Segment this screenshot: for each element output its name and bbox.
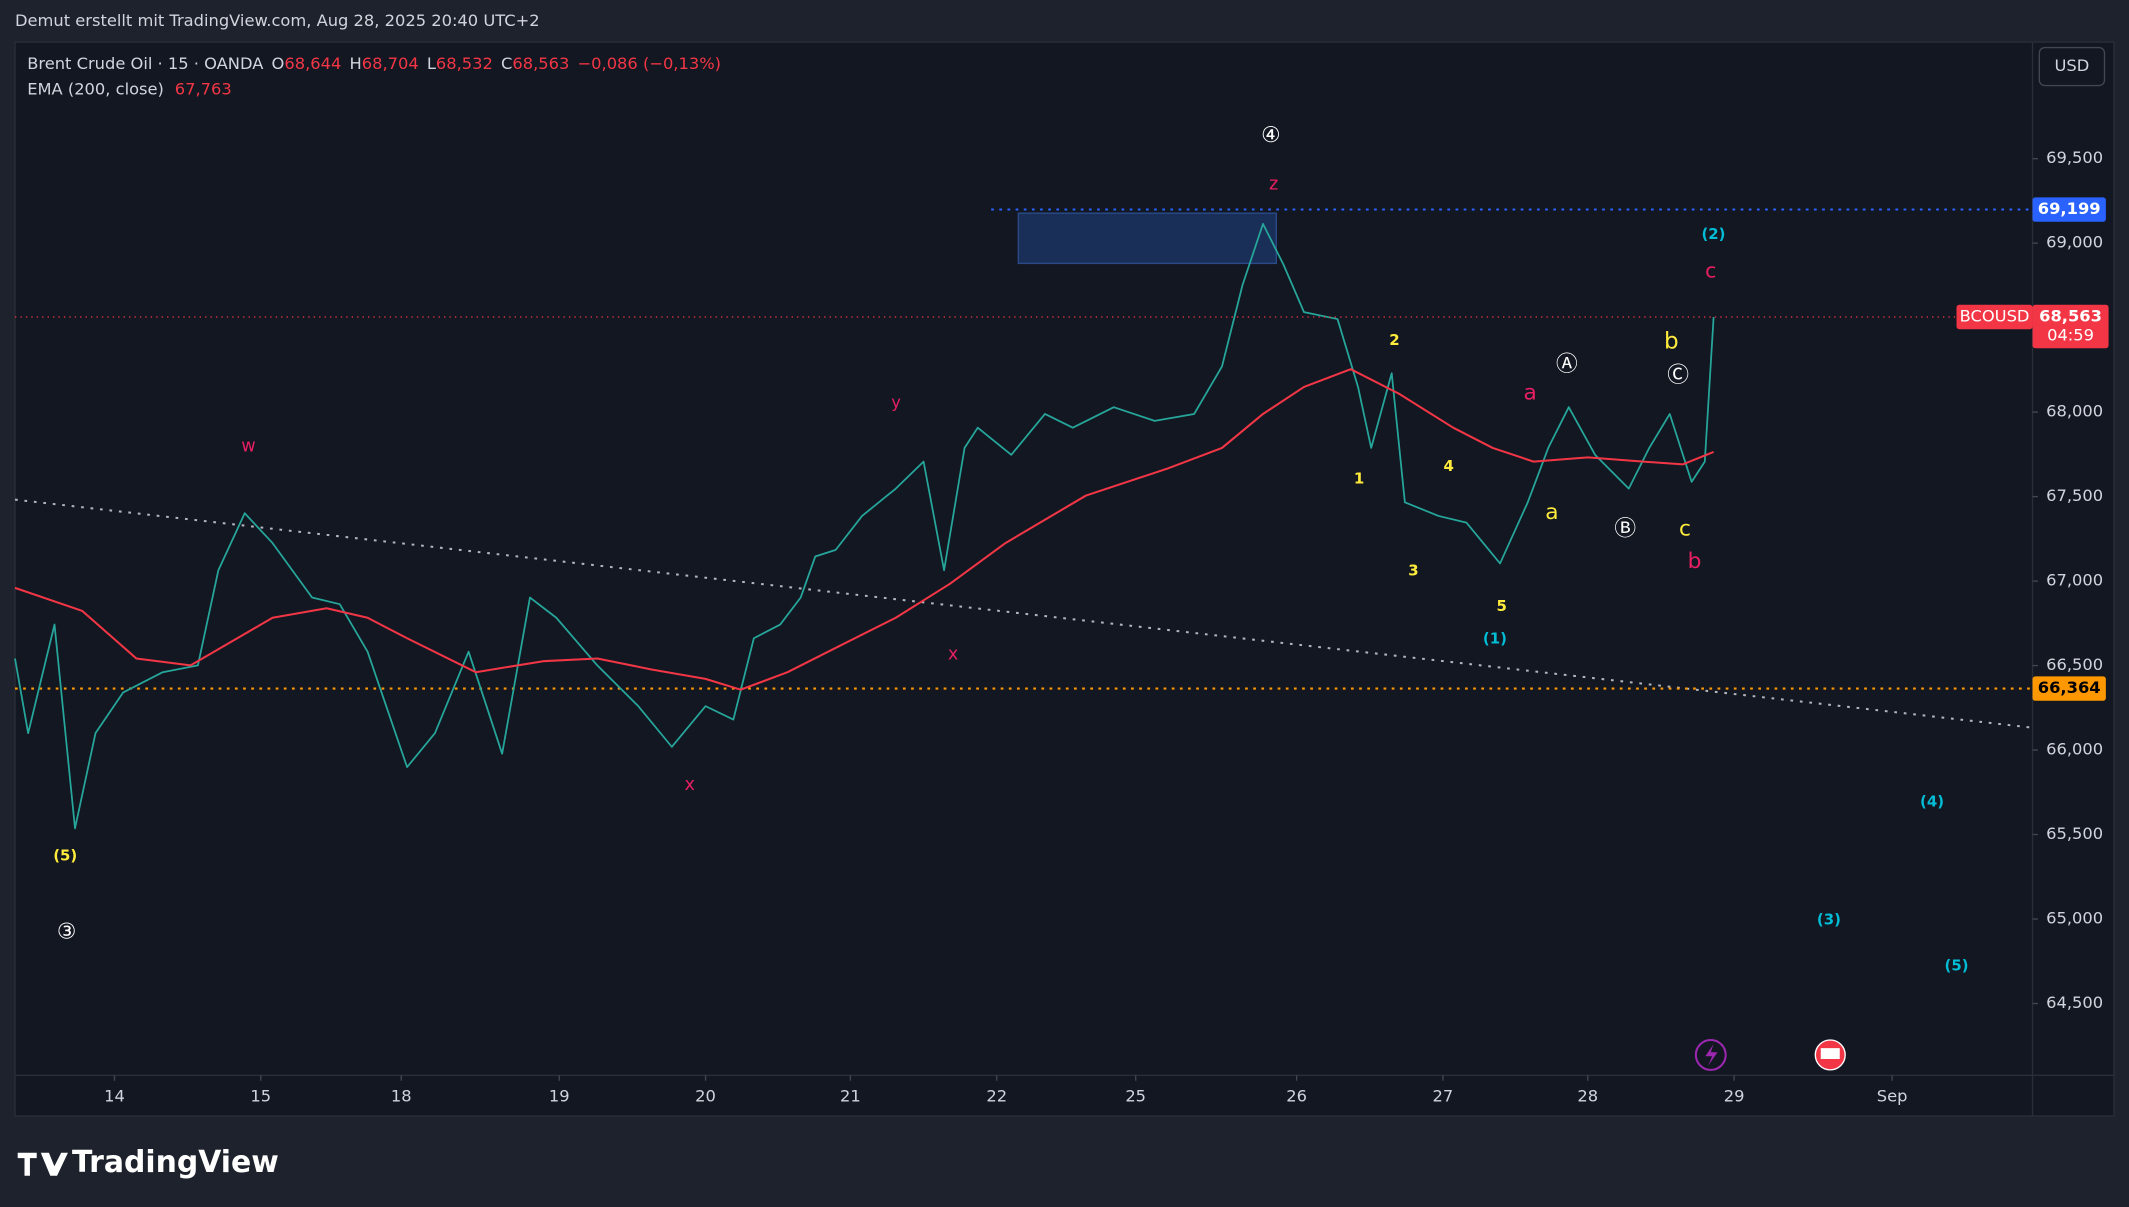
y-tick-label: 67,000 xyxy=(2046,571,2103,590)
ohlc-value: 68,704 xyxy=(362,53,419,72)
plot: 64,500 65,000 65,500 66,000 66,500 67,000 67,5… xyxy=(14,123,2109,1106)
ohlc-label: C xyxy=(501,53,512,72)
wave-label: (5) xyxy=(53,847,77,865)
price-label: 68,563 xyxy=(2039,306,2102,325)
x-tick-label: 25 xyxy=(1125,1087,1146,1106)
wave-label: (5) xyxy=(1944,957,1968,975)
ohlc-value: 68,644 xyxy=(284,53,341,72)
y-tick-label: 67,500 xyxy=(2046,486,2103,505)
legend-symbol: Brent Crude Oil · 15 · OANDA xyxy=(27,53,263,72)
x-tick-label: 21 xyxy=(840,1087,861,1106)
wave-label: y xyxy=(891,393,901,412)
wave-label: x xyxy=(685,775,695,795)
ohlc-value: 68,563 xyxy=(512,53,569,72)
x-tick-label: 18 xyxy=(391,1087,412,1106)
zone-box xyxy=(1017,212,1277,265)
attribution: Demut erstellt mit TradingView.com, Aug … xyxy=(15,11,540,30)
price-tag xyxy=(2032,304,2109,349)
x-tick-label: 29 xyxy=(1724,1087,1745,1106)
footer-logo: TradingView xyxy=(72,1145,279,1180)
wave-label: 3 xyxy=(1408,562,1418,580)
wave-label: Ⓒ xyxy=(1667,363,1689,388)
wave-label: a xyxy=(1524,381,1537,406)
symbol-tag xyxy=(1956,304,2033,330)
countdown: 04:59 xyxy=(2047,326,2094,345)
y-tick-label: 68,000 xyxy=(2046,402,2103,421)
wave-label: (4) xyxy=(1920,792,1944,810)
x-tick-label: 27 xyxy=(1433,1087,1454,1106)
x-tick-label: Sep xyxy=(1877,1087,1908,1106)
chart-pane xyxy=(14,41,2115,1117)
legend-ema: EMA (200, close) xyxy=(27,79,164,98)
symbol-label: BCOUSD xyxy=(1960,306,2030,325)
x-tick-label: 20 xyxy=(695,1087,716,1106)
level-label: 69,199 xyxy=(2038,199,2101,218)
x-tick-label: 15 xyxy=(250,1087,271,1106)
y-tick-label: 69,500 xyxy=(2046,148,2103,167)
ohlc-label: O xyxy=(272,53,285,72)
alert-icon[interactable] xyxy=(1694,1038,1727,1071)
ohlc-label: L xyxy=(427,53,436,72)
ema-value: 67,763 xyxy=(175,79,232,98)
x-tick-label: 14 xyxy=(104,1087,125,1106)
level-label: 66,364 xyxy=(2038,678,2101,697)
wave-label: 1 xyxy=(1354,469,1364,487)
y-tick-label: 66,500 xyxy=(2046,655,2103,674)
wave-label: z xyxy=(1269,175,1278,195)
wave-label: b xyxy=(1688,549,1702,574)
event-flag xyxy=(1820,1048,1840,1060)
wave-label: c xyxy=(1679,517,1691,542)
alert-bolt xyxy=(1705,1044,1718,1066)
wave-label: x xyxy=(948,644,958,664)
x-tick-label: 19 xyxy=(549,1087,570,1106)
logo-icon xyxy=(17,1152,68,1176)
ohlc-label: H xyxy=(349,53,361,72)
y-tick-label: 64,500 xyxy=(2046,993,2103,1012)
legend-symbol-line: Brent Crude Oil · 15 · OANDA O68,644 H68,7… xyxy=(27,53,721,72)
trend-line xyxy=(14,498,2033,729)
level-tag xyxy=(2032,197,2106,222)
wave-label: ③ xyxy=(57,920,76,945)
wave-label: 5 xyxy=(1496,597,1506,615)
y-tick-label: 65,500 xyxy=(2046,824,2103,843)
legend-ema-line: EMA (200, close) 67,763 xyxy=(27,79,232,98)
wave-label: Ⓑ xyxy=(1614,517,1636,542)
wave-label: (1) xyxy=(1483,629,1507,647)
y-tick-label: 69,000 xyxy=(2046,233,2103,252)
wave-label: c xyxy=(1705,259,1716,283)
currency: USD xyxy=(2055,56,2090,75)
change: −0,086 (−0,13%) xyxy=(578,53,722,72)
ohlc-value: 68,532 xyxy=(436,53,493,72)
wave-label: b xyxy=(1664,329,1679,355)
wave-label: (2) xyxy=(1701,225,1725,243)
y-tick-label: 65,000 xyxy=(2046,909,2103,928)
x-tick-label: 22 xyxy=(986,1087,1007,1106)
x-tick-label: 26 xyxy=(1286,1087,1307,1106)
wave-label: (3) xyxy=(1817,911,1841,929)
currency-button[interactable] xyxy=(2038,46,2106,87)
wave-label: Ⓐ xyxy=(1556,352,1578,377)
y-tick-label: 66,000 xyxy=(2046,740,2103,759)
series-line xyxy=(14,368,1714,691)
level-tag xyxy=(2032,676,2106,701)
wave-label: 2 xyxy=(1389,331,1399,349)
wave-label: ④ xyxy=(1261,123,1280,148)
series-line xyxy=(14,223,1715,830)
wave-label: w xyxy=(241,437,255,457)
wave-label: a xyxy=(1545,500,1558,525)
x-tick-label: 28 xyxy=(1577,1087,1598,1106)
wave-label: 4 xyxy=(1444,457,1454,475)
